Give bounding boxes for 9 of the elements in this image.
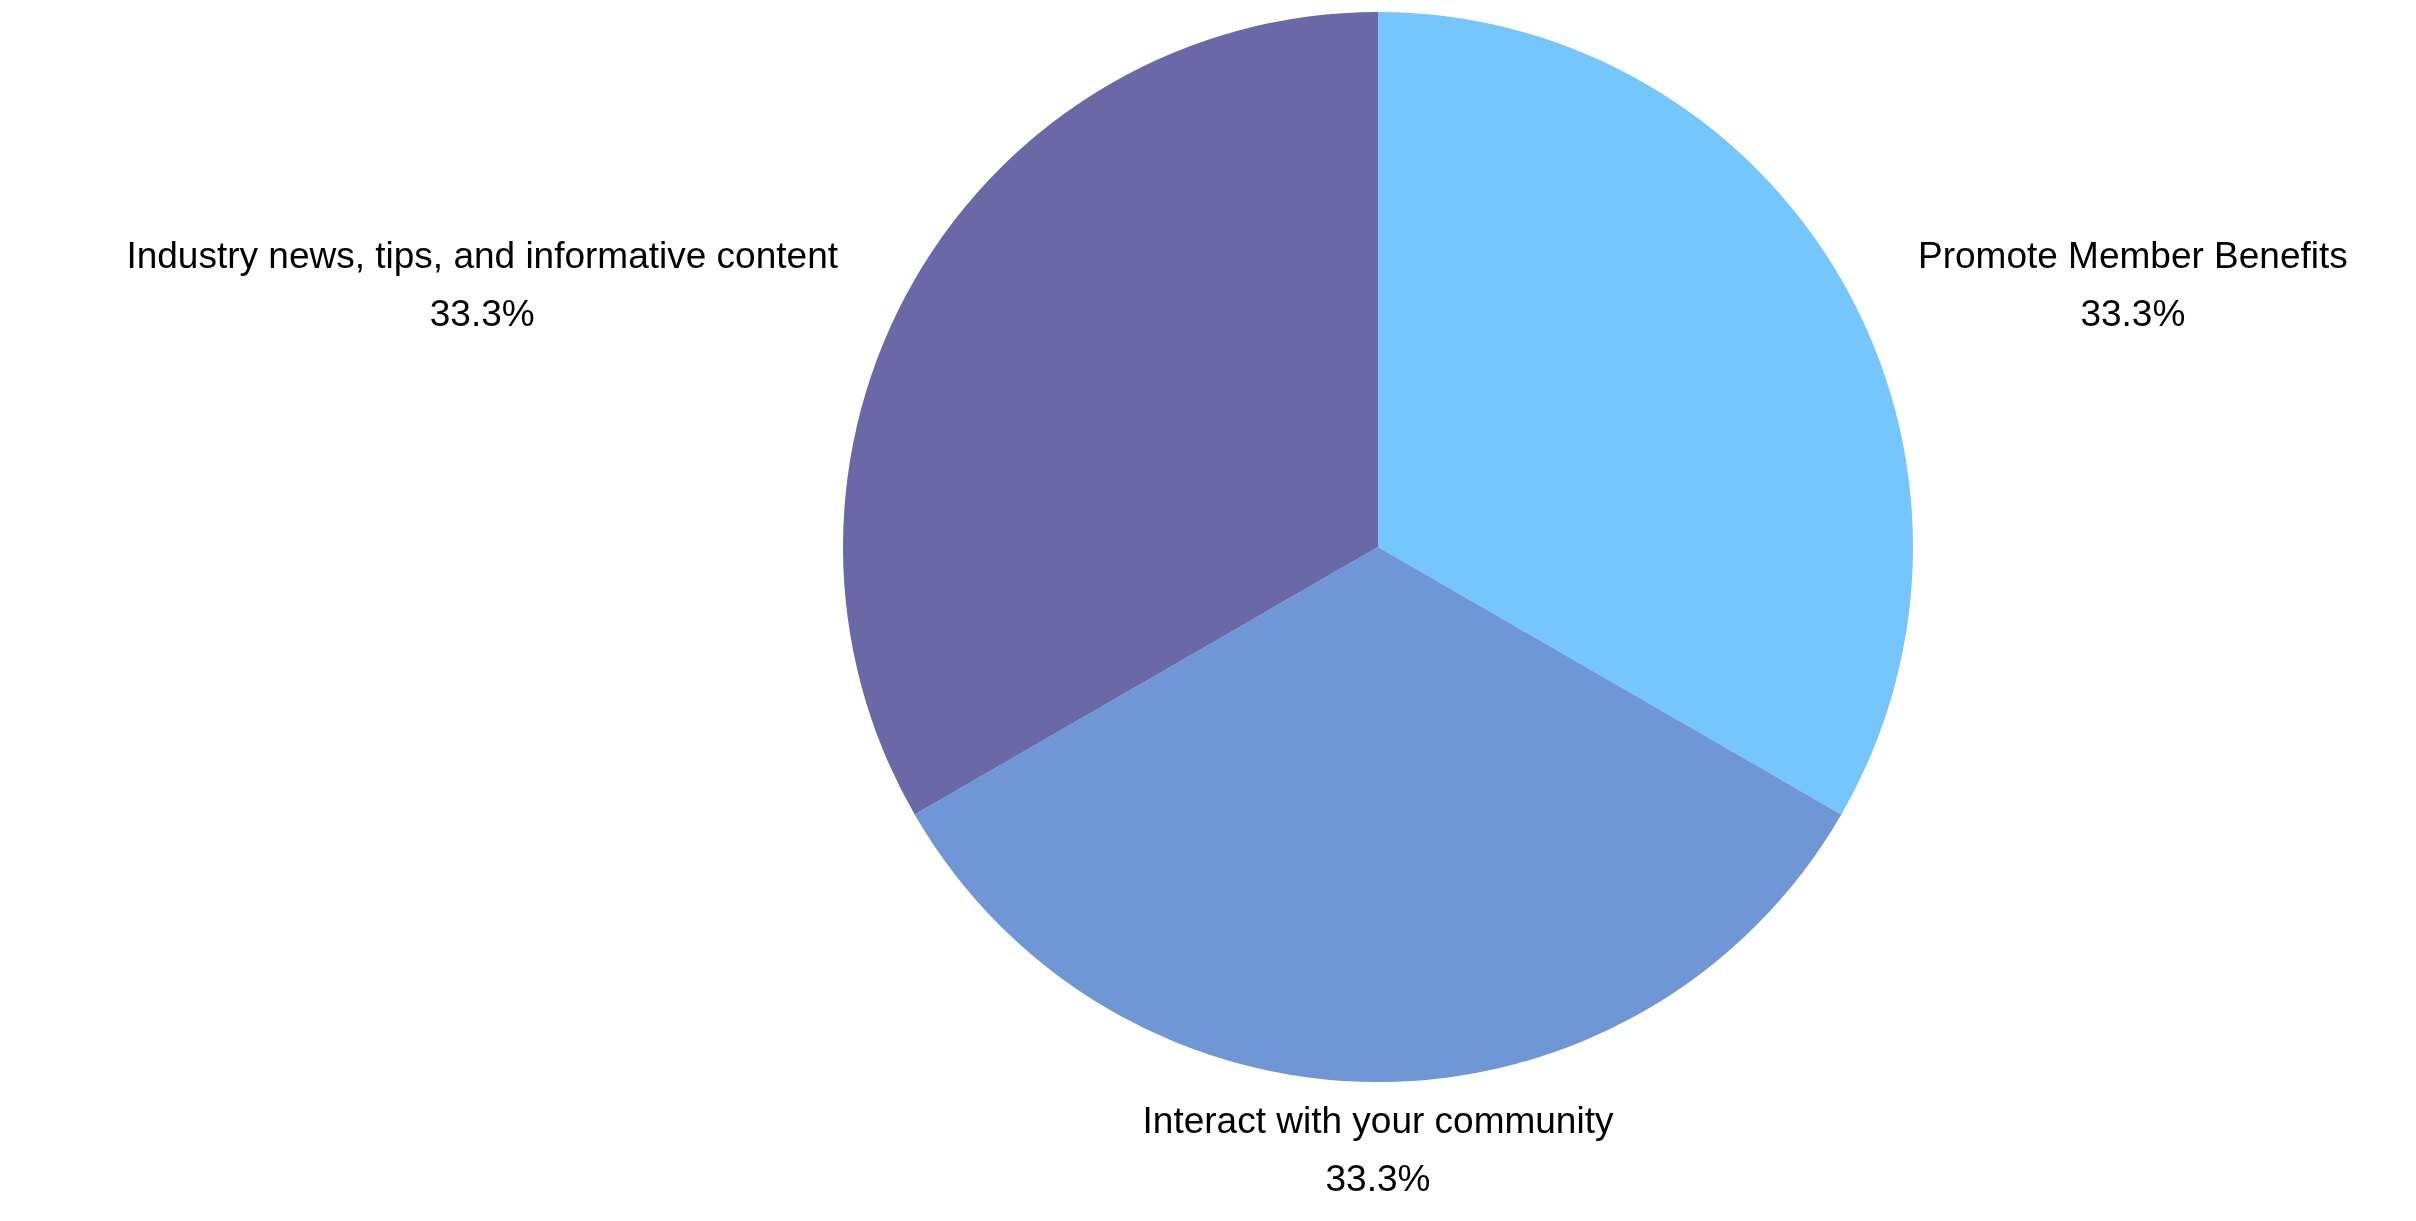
slice-label: Industry news, tips, and informative content bbox=[126, 235, 839, 276]
data-label: 33.3% bbox=[429, 293, 535, 334]
pie-slice bbox=[843, 12, 1378, 815]
slice-label: Promote Member Benefits bbox=[1917, 235, 2348, 276]
pie-slice bbox=[1378, 12, 1913, 815]
pie-slice bbox=[914, 547, 1842, 1081]
slice-label: Interact with your community bbox=[1142, 1100, 1614, 1141]
data-label: 33.3% bbox=[2080, 293, 2186, 334]
data-label: 33.3% bbox=[1325, 1158, 1431, 1199]
